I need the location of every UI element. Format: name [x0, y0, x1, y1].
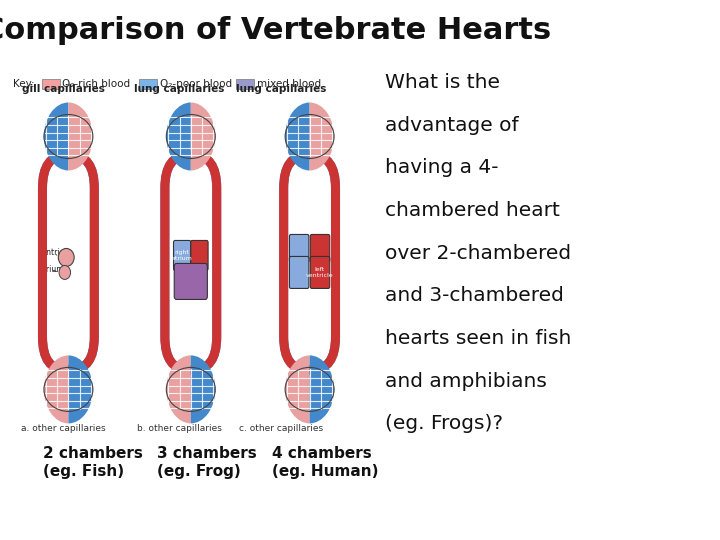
FancyBboxPatch shape: [42, 155, 94, 370]
Text: and 3-chambered: and 3-chambered: [385, 286, 564, 305]
Text: 2 chambers
(eg. Fish): 2 chambers (eg. Fish): [43, 446, 143, 479]
Wedge shape: [68, 355, 93, 423]
Wedge shape: [44, 103, 68, 171]
Text: a. other capillaries: a. other capillaries: [21, 424, 106, 433]
Text: lung capillaries: lung capillaries: [235, 84, 326, 94]
Ellipse shape: [58, 248, 74, 266]
Wedge shape: [310, 103, 334, 171]
Text: advantage of: advantage of: [385, 116, 519, 134]
Wedge shape: [191, 355, 215, 423]
Text: mixed blood: mixed blood: [257, 79, 321, 89]
Wedge shape: [310, 355, 334, 423]
Text: and amphibians: and amphibians: [385, 372, 547, 390]
Wedge shape: [166, 355, 191, 423]
Text: b. other capillaries: b. other capillaries: [137, 424, 222, 433]
Wedge shape: [166, 103, 191, 171]
FancyBboxPatch shape: [174, 240, 191, 271]
Text: hearts seen in fish: hearts seen in fish: [385, 329, 572, 348]
Ellipse shape: [59, 266, 71, 279]
Text: 3 chambers
(eg. Frog): 3 chambers (eg. Frog): [157, 446, 257, 479]
Text: Comparison of Vertebrate Hearts: Comparison of Vertebrate Hearts: [0, 16, 551, 45]
Text: ventricle: ventricle: [38, 248, 72, 257]
FancyBboxPatch shape: [174, 264, 207, 300]
Text: Key:: Key:: [13, 79, 35, 89]
Wedge shape: [285, 103, 310, 171]
Text: gill capillaries: gill capillaries: [22, 84, 105, 94]
Text: right
atrium: right atrium: [172, 250, 192, 261]
Wedge shape: [44, 355, 68, 423]
Text: 4 chambers
(eg. Human): 4 chambers (eg. Human): [272, 446, 379, 479]
FancyBboxPatch shape: [191, 240, 208, 271]
FancyBboxPatch shape: [289, 256, 309, 288]
Text: (eg. Frogs)?: (eg. Frogs)?: [385, 414, 503, 433]
Text: atrium: atrium: [38, 265, 64, 274]
Text: O₂-rich blood: O₂-rich blood: [63, 79, 130, 89]
FancyBboxPatch shape: [284, 155, 336, 370]
FancyBboxPatch shape: [289, 234, 309, 262]
Wedge shape: [285, 355, 310, 423]
Text: lung capillaries: lung capillaries: [134, 84, 225, 94]
Text: What is the: What is the: [385, 73, 500, 92]
FancyBboxPatch shape: [310, 256, 330, 288]
Text: O₂-poor blood: O₂-poor blood: [160, 79, 232, 89]
Text: chambered heart: chambered heart: [385, 201, 560, 220]
Text: over 2-chambered: over 2-chambered: [385, 244, 572, 262]
Text: having a 4-: having a 4-: [385, 158, 499, 177]
Text: c. other capillaries: c. other capillaries: [239, 424, 323, 433]
Wedge shape: [191, 103, 215, 171]
Wedge shape: [68, 103, 93, 171]
FancyBboxPatch shape: [310, 234, 330, 262]
FancyBboxPatch shape: [165, 155, 217, 370]
Text: left
ventricle: left ventricle: [306, 267, 333, 278]
